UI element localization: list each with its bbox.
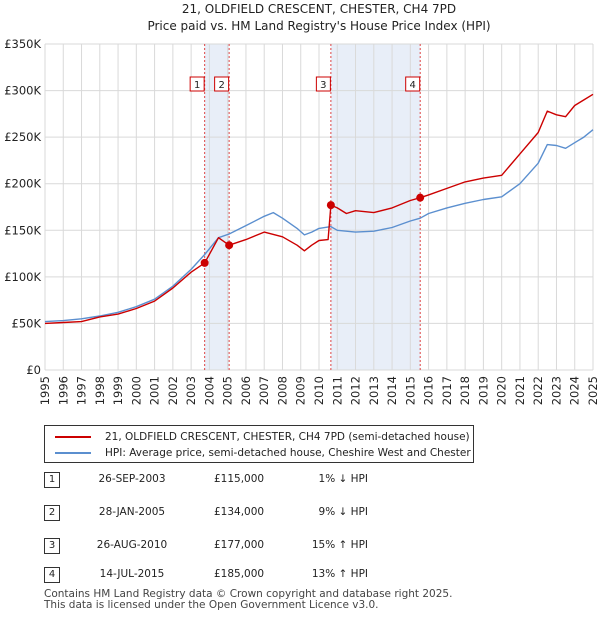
- y-tick-label: £250K: [4, 130, 41, 144]
- sale-label: 2: [214, 76, 230, 92]
- sale-marker: [225, 241, 234, 250]
- footer: Contains HM Land Registry data © Crown c…: [44, 589, 452, 611]
- sale-price: £185,000: [214, 568, 265, 580]
- x-tick-label: 2018: [458, 376, 472, 405]
- x-tick-label: 2024: [568, 376, 582, 405]
- x-tick-label: 2010: [312, 376, 326, 405]
- sale-date: 28-JAN-2005: [98, 506, 166, 518]
- x-tick-label: 1999: [111, 376, 125, 405]
- x-tick-label: 1995: [38, 376, 52, 405]
- y-tick-label: £150K: [4, 223, 41, 237]
- sale-number: 2: [44, 505, 60, 521]
- y-tick-label: £100K: [4, 270, 41, 284]
- sale-label-box: [405, 76, 421, 92]
- chart-subtitle: Price paid vs. HM Land Registry's House …: [147, 19, 490, 33]
- sale-label: 4: [405, 76, 421, 92]
- x-tick-label: 2013: [367, 376, 381, 405]
- sale-label-number: 4: [410, 80, 416, 91]
- x-tick-label: 2019: [476, 376, 490, 405]
- y-axis-ticks: £0 £50K £100K £150K £200K £250K £300K £350K: [4, 37, 41, 377]
- x-tick-label: 1996: [56, 376, 70, 405]
- x-tick-label: 2008: [275, 376, 289, 405]
- x-tick-label: 2025: [586, 376, 600, 405]
- sale-hpi-diff: 9% ↓ HPI: [318, 506, 368, 518]
- shaded-period: [330, 44, 421, 370]
- x-tick-label: 2003: [184, 376, 198, 405]
- sale-markers: [200, 193, 425, 267]
- legend-label-hpi: HPI: Average price, semi-detached house,…: [105, 447, 471, 459]
- sale-hpi-diff: 15% ↑ HPI: [311, 539, 368, 551]
- legend-label-property: 21, OLDFIELD CRESCENT, CHESTER, CH4 7PD …: [105, 431, 470, 443]
- sale-price: £115,000: [214, 473, 265, 485]
- sale-row: 1 26-SEP-2003 £115,000 1% ↓ HPI: [44, 472, 424, 488]
- sale-marker: [200, 258, 209, 267]
- sale-marker: [326, 201, 335, 210]
- grid: [44, 43, 594, 371]
- x-tick-label: 2016: [422, 376, 436, 405]
- sale-label-number: 1: [194, 80, 200, 91]
- y-tick-label: £300K: [4, 84, 41, 98]
- sale-hpi-diff: 1% ↓ HPI: [318, 473, 368, 485]
- shaded-period: [204, 44, 230, 370]
- x-tick-label: 2020: [495, 376, 509, 405]
- chart-title: 21, OLDFIELD CRESCENT, CHESTER, CH4 7PD: [182, 2, 456, 16]
- x-tick-label: 2012: [349, 376, 363, 405]
- sale-hpi-diff: 13% ↑ HPI: [311, 568, 368, 580]
- x-tick-label: 2014: [385, 376, 399, 405]
- x-tick-label: 2021: [513, 376, 527, 405]
- sale-price: £134,000: [214, 506, 265, 518]
- x-tick-label: 2004: [202, 376, 216, 405]
- footer-licence: This data is licensed under the Open Gov…: [44, 599, 379, 611]
- sale-label-box: [214, 76, 230, 92]
- sale-row: 4 14-JUL-2015 £185,000 13% ↑ HPI: [44, 567, 424, 583]
- sale-label-box: [315, 76, 331, 92]
- sale-label-number: 2: [218, 80, 224, 91]
- x-tick-label: 2007: [257, 376, 271, 405]
- x-axis-ticks: 1995 1996 1997 1998 1999 2000 2001 2002 2003 2004…: [38, 376, 600, 405]
- x-tick-label: 2022: [531, 376, 545, 405]
- legend-swatch-hpi: [55, 452, 91, 454]
- legend-item-property: 21, OLDFIELD CRESCENT, CHESTER, CH4 7PD …: [55, 429, 470, 445]
- sale-row: 2 28-JAN-2005 £134,000 9% ↓ HPI: [44, 505, 424, 521]
- x-tick-label: 2011: [330, 376, 344, 405]
- shaded-periods: [204, 44, 421, 370]
- y-tick-label: £200K: [4, 177, 41, 191]
- sale-number: 1: [44, 472, 60, 488]
- sale-marker: [416, 193, 425, 202]
- x-tick-label: 2000: [129, 376, 143, 405]
- sale-price: £177,000: [214, 539, 265, 551]
- sale-number-labels: 1 2 3 4: [189, 76, 421, 92]
- sale-number: 3: [44, 538, 60, 554]
- sale-label-box: [189, 76, 205, 92]
- y-tick-label: £350K: [4, 37, 41, 51]
- sale-label-number: 3: [320, 80, 326, 91]
- x-tick-label: 2006: [239, 376, 253, 405]
- legend: 21, OLDFIELD CRESCENT, CHESTER, CH4 7PD …: [44, 425, 474, 463]
- sale-date: 14-JUL-2015: [99, 568, 165, 580]
- x-tick-label: 2001: [148, 376, 162, 405]
- x-tick-label: 2017: [440, 376, 454, 405]
- x-tick-label: 2005: [221, 376, 235, 405]
- y-tick-label: £50K: [12, 316, 42, 330]
- x-tick-label: 2009: [294, 376, 308, 405]
- y-tick-label: £0: [26, 363, 41, 377]
- x-tick-label: 2023: [549, 376, 563, 405]
- sale-row: 3 26-AUG-2010 £177,000 15% ↑ HPI: [44, 538, 424, 554]
- sale-label: 3: [315, 76, 331, 92]
- footer-copyright: Contains HM Land Registry data © Crown c…: [44, 588, 453, 600]
- sale-date: 26-SEP-2003: [98, 473, 166, 485]
- sale-number: 4: [44, 567, 60, 583]
- sale-date: 26-AUG-2010: [96, 539, 168, 551]
- x-tick-label: 2015: [403, 376, 417, 405]
- legend-item-hpi: HPI: Average price, semi-detached house,…: [55, 445, 471, 461]
- series-line-hpi: [44, 129, 594, 323]
- x-tick-label: 1997: [75, 376, 89, 405]
- price-chart: 21, OLDFIELD CRESCENT, CHESTER, CH4 7PD …: [4, 2, 600, 405]
- x-tick-label: 1998: [93, 376, 107, 405]
- x-tick-label: 2002: [166, 376, 180, 405]
- legend-swatch-property: [55, 436, 91, 438]
- sale-label: 1: [189, 76, 205, 92]
